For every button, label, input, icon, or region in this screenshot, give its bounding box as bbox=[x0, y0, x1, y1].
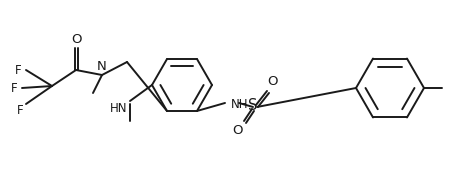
Text: F: F bbox=[10, 82, 17, 94]
Text: O: O bbox=[232, 125, 242, 137]
Text: NH: NH bbox=[231, 99, 249, 111]
Text: O: O bbox=[268, 76, 278, 88]
Text: N: N bbox=[97, 60, 107, 73]
Text: S: S bbox=[248, 99, 258, 114]
Text: F: F bbox=[16, 104, 23, 116]
Text: F: F bbox=[14, 63, 21, 77]
Text: HN: HN bbox=[109, 101, 127, 115]
Text: O: O bbox=[71, 33, 81, 46]
